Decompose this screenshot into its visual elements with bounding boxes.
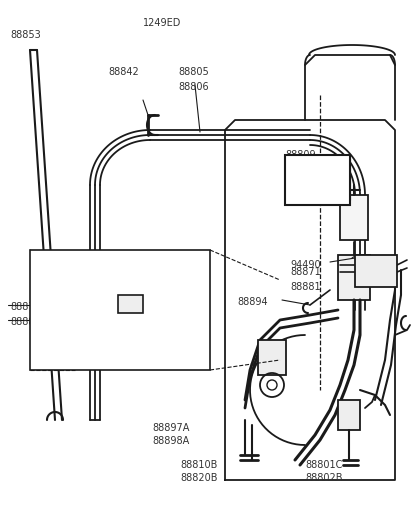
Text: 88880: 88880	[10, 317, 40, 327]
Text: 88820B: 88820B	[180, 473, 217, 483]
Bar	[354, 255, 396, 287]
Text: 88805: 88805	[178, 67, 208, 77]
Text: 88802B: 88802B	[304, 473, 342, 483]
Text: 88871: 88871	[289, 267, 320, 277]
Text: 94490: 94490	[289, 260, 320, 270]
Text: 1249ED: 1249ED	[142, 18, 181, 28]
Text: 88809: 88809	[284, 150, 315, 160]
Bar	[257, 340, 285, 375]
Text: 88801C: 88801C	[304, 460, 342, 470]
Bar	[337, 400, 359, 430]
Text: 88870: 88870	[10, 302, 40, 312]
Bar	[339, 195, 367, 240]
Bar	[284, 155, 349, 205]
Bar	[30, 250, 209, 370]
Bar	[118, 295, 142, 313]
Text: 88810B: 88810B	[180, 460, 217, 470]
Text: 88842: 88842	[108, 67, 138, 77]
Text: 88881: 88881	[289, 282, 320, 292]
Text: 88853: 88853	[10, 30, 40, 40]
Text: 88806: 88806	[178, 82, 208, 92]
Text: 88894: 88894	[236, 297, 267, 307]
Bar	[337, 255, 369, 300]
Text: 88898A: 88898A	[152, 436, 189, 446]
Text: 88897A: 88897A	[152, 423, 189, 433]
